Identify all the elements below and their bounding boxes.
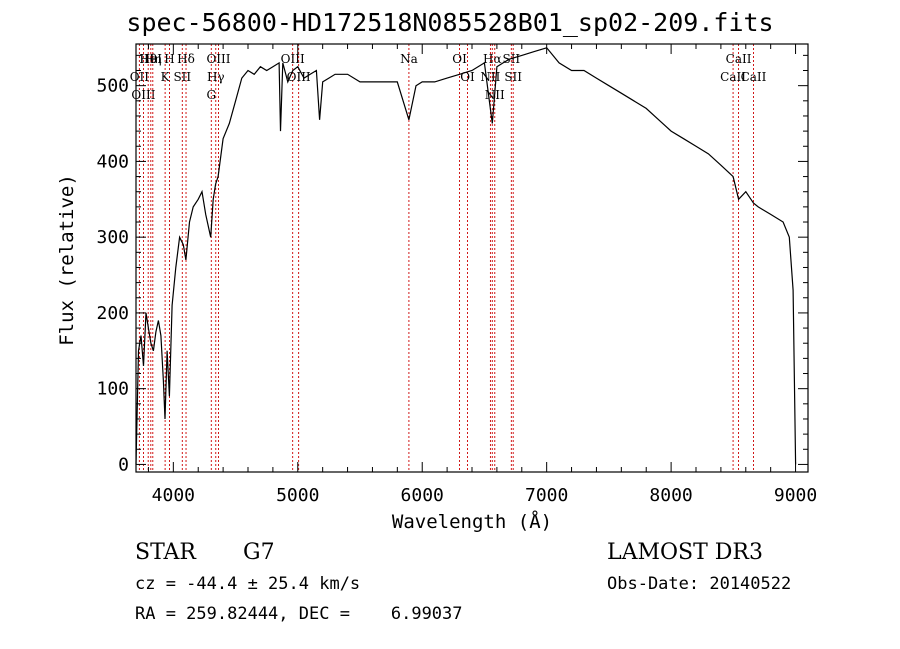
y-tick-label: 500 (96, 76, 129, 97)
spectral-line-label: K (161, 70, 171, 84)
spectral-line-label: OIII (131, 88, 155, 102)
spectral-line-label: Na (400, 52, 418, 66)
spectrum-series (135, 47, 797, 465)
y-tick-label: 0 (118, 454, 129, 475)
spectral-line-label: CaII (720, 70, 746, 84)
spectral-line-label: Hα (483, 52, 502, 66)
x-tick-label: 6000 (401, 485, 444, 506)
spectral-line-label: OIII (287, 70, 311, 84)
coordinates: RA = 259.82444, DEC = 6.99037 (135, 604, 463, 624)
y-tick-label: 200 (96, 303, 129, 324)
spectral-line-label: H (164, 52, 174, 66)
plot-frame (135, 43, 809, 473)
y-tick-label: 400 (96, 151, 129, 172)
spectral-line-label: Hη (144, 52, 162, 66)
y-tick-label: 100 (96, 379, 129, 400)
x-tick-label: 9000 (774, 485, 817, 506)
spectral-line-label: Hγ (207, 70, 225, 84)
y-tick-label: 300 (96, 227, 129, 248)
y-axis-label: Flux (relative) (56, 174, 78, 346)
spectral-line-label: OIII (281, 52, 305, 66)
spectral-line-label: HeI (140, 52, 163, 66)
x-tick-label: 7000 (525, 485, 568, 506)
spectral-line-label: Hδ (177, 52, 195, 66)
x-tick-label: 5000 (276, 485, 319, 506)
spectral-line-label: OIII (206, 52, 230, 66)
chart-title: spec-56800-HD172518N085528B01_sp02-209.f… (126, 8, 774, 37)
spectral-line-label: NII (480, 70, 500, 84)
spectral-line-label: Hθ (139, 52, 157, 66)
axis-ticks: 4000 5000 6000 7000 8000 9000 0 100 200 300 400 500 (96, 44, 817, 506)
x-axis-label: Wavelength (Å) (392, 510, 552, 533)
x-tick-label: 8000 (649, 485, 692, 506)
obs-date: Obs-Date: 20140522 (607, 574, 792, 594)
spectral-line-label: CaII (726, 52, 752, 66)
survey-name: LAMOST DR3 (607, 540, 763, 565)
object-class: STAR (135, 540, 196, 565)
subclass: G7 (243, 540, 275, 565)
spectral-line-label: SII (504, 70, 522, 84)
spectral-line-label: OI (452, 52, 467, 66)
spectrum-line (135, 47, 797, 465)
x-tick-label: 4000 (152, 485, 195, 506)
spectral-line-label: CaII (741, 70, 767, 84)
spectral-line-label: OII (130, 70, 150, 84)
spectral-line-label: SII (173, 70, 191, 84)
redshift-readout: cz = -44.4 ± 25.4 km/s (135, 574, 361, 594)
spectral-line-label: G (206, 88, 216, 102)
